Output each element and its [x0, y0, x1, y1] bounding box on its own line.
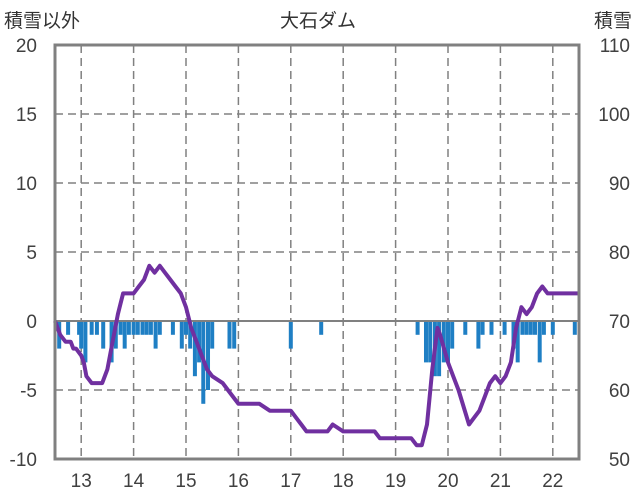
bar	[541, 321, 546, 335]
y-right-tick-label: 100	[598, 105, 630, 126]
bar	[423, 321, 428, 363]
y-right-tick-label: 70	[609, 312, 630, 333]
right-axis-label: 積雪	[594, 10, 632, 32]
bar	[463, 321, 468, 335]
bar	[210, 321, 215, 349]
x-tick-label: 19	[385, 471, 406, 492]
bar	[197, 321, 202, 363]
y-left-tick-label: 15	[16, 105, 37, 126]
bar	[179, 321, 184, 349]
x-tick-label: 14	[123, 471, 145, 492]
x-tick-label: 15	[175, 471, 196, 492]
snow-depth-line	[53, 263, 579, 448]
bar	[126, 321, 131, 335]
bar	[450, 321, 455, 349]
bar	[476, 321, 481, 349]
x-tick-label: 18	[333, 471, 354, 492]
y-left-tick-label: 0	[26, 312, 37, 333]
bar	[66, 321, 71, 335]
bar	[148, 321, 153, 335]
bar	[118, 321, 123, 335]
chart-title: 大石ダム	[280, 10, 356, 32]
x-tick-label: 20	[437, 471, 458, 492]
bar	[144, 321, 149, 335]
bar	[83, 321, 88, 363]
bar	[184, 321, 188, 335]
bar	[122, 321, 127, 349]
y-left-tick-label: -5	[20, 381, 37, 402]
y-left-tick-label: 10	[16, 174, 37, 195]
bar	[153, 321, 158, 349]
bar	[157, 321, 162, 335]
bar	[319, 321, 324, 335]
bar	[572, 321, 577, 335]
bar	[135, 321, 140, 335]
x-tick-label: 22	[542, 471, 563, 492]
bar	[528, 321, 533, 335]
bar	[428, 321, 433, 363]
x-tick-label: 17	[280, 471, 301, 492]
y-left-tick-label: 5	[26, 243, 37, 264]
bar	[489, 321, 494, 335]
bar	[192, 321, 197, 377]
bar	[77, 321, 82, 335]
bar-series	[57, 321, 577, 404]
bar	[101, 321, 106, 349]
gridlines	[55, 45, 579, 459]
y-right-tick-label: 50	[609, 450, 630, 471]
bar	[79, 321, 84, 349]
bar	[227, 321, 232, 349]
y-right-tick-label: 110	[600, 36, 630, 57]
bar	[89, 321, 94, 335]
y-right-tick-label: 90	[609, 174, 630, 195]
x-tick-label: 16	[228, 471, 249, 492]
left-axis-label: 積雪以外	[4, 10, 80, 32]
bar	[140, 321, 145, 335]
x-tick-label: 21	[490, 471, 511, 492]
bar	[502, 321, 507, 335]
y-right-tick-label: 60	[609, 381, 630, 402]
bar	[94, 321, 99, 335]
bar	[415, 321, 420, 335]
bar	[206, 321, 211, 390]
bar	[520, 321, 525, 335]
bar	[446, 321, 450, 363]
bar	[288, 321, 293, 349]
y-left-tick-label: -10	[10, 450, 37, 471]
bar	[524, 321, 529, 335]
plot-frame	[53, 43, 581, 461]
bar	[170, 321, 175, 335]
x-tick-label: 13	[71, 471, 92, 492]
y-left-tick-label: 20	[16, 36, 37, 57]
bar	[188, 321, 193, 349]
bar	[232, 321, 237, 349]
bar	[550, 321, 555, 335]
bar	[437, 321, 442, 377]
bar	[537, 321, 542, 363]
y-right-tick-label: 80	[609, 243, 630, 264]
bar	[480, 321, 485, 335]
bar	[515, 321, 520, 363]
bar	[532, 321, 537, 335]
bar	[131, 321, 136, 335]
